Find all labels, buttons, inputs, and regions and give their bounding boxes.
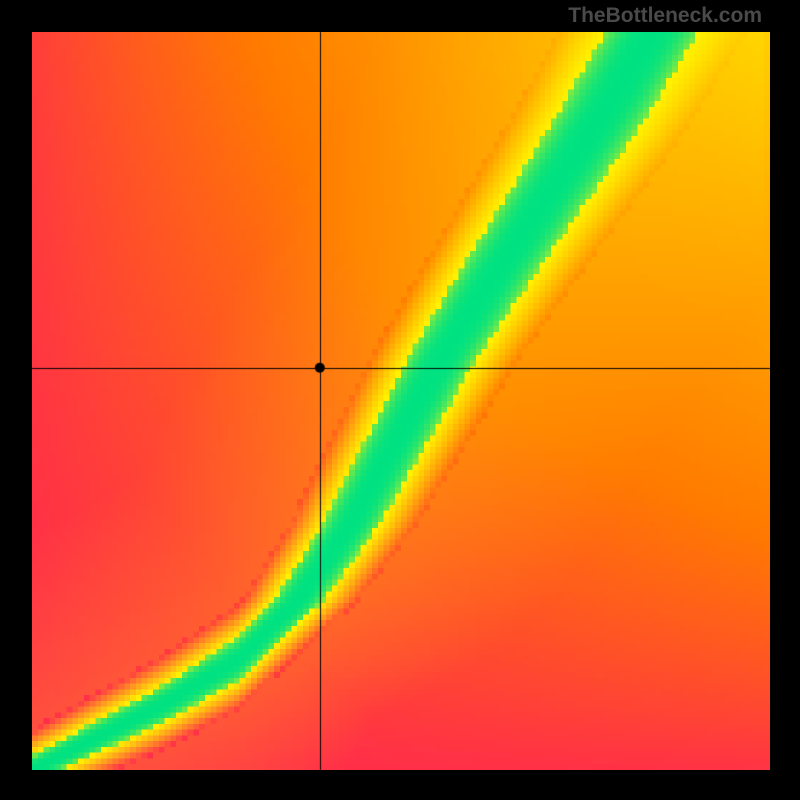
- bottleneck-heatmap: [32, 32, 770, 770]
- watermark-text: TheBottleneck.com: [568, 4, 762, 28]
- chart-container: TheBottleneck.com: [0, 0, 800, 800]
